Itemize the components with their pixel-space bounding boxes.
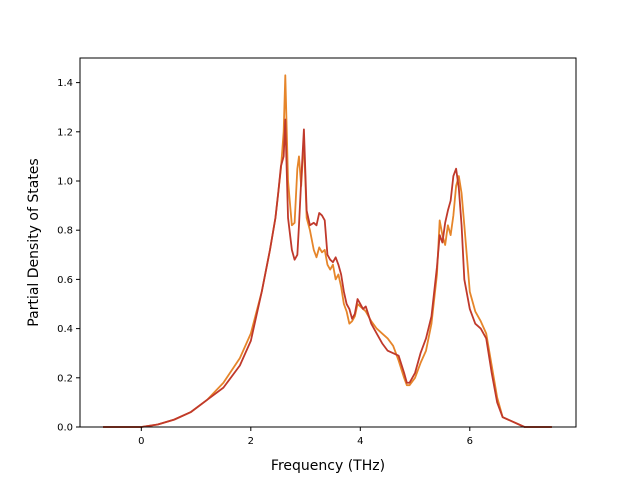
y-tick-label: 1.2: [57, 127, 73, 138]
plot-frame: [79, 57, 577, 428]
x-axis-ticks: 0 2 4 6: [138, 427, 473, 447]
x-axis-label: Frequency (THz): [271, 458, 385, 474]
y-tick-label: 0.0: [57, 423, 73, 434]
x-tick-label: 4: [357, 436, 363, 447]
series-layer: [102, 74, 552, 428]
y-axis-label: Partial Density of States: [26, 158, 42, 326]
y-tick-label: 0.2: [57, 373, 73, 384]
y-tick-label: 1.4: [57, 78, 73, 89]
y-tick-label: 1.0: [57, 177, 73, 188]
y-axis-ticks: 0.0 0.2 0.4 0.6 0.8 1.0 1.2 1.4: [57, 78, 80, 434]
x-tick-label: 2: [248, 436, 254, 447]
y-tick-label: 0.4: [57, 324, 73, 335]
x-tick-label: 0: [138, 436, 144, 447]
y-tick-label: 0.8: [57, 226, 73, 237]
y-tick-label: 0.6: [57, 275, 73, 286]
series-line-2: [102, 118, 552, 428]
x-tick-label: 6: [467, 436, 473, 447]
